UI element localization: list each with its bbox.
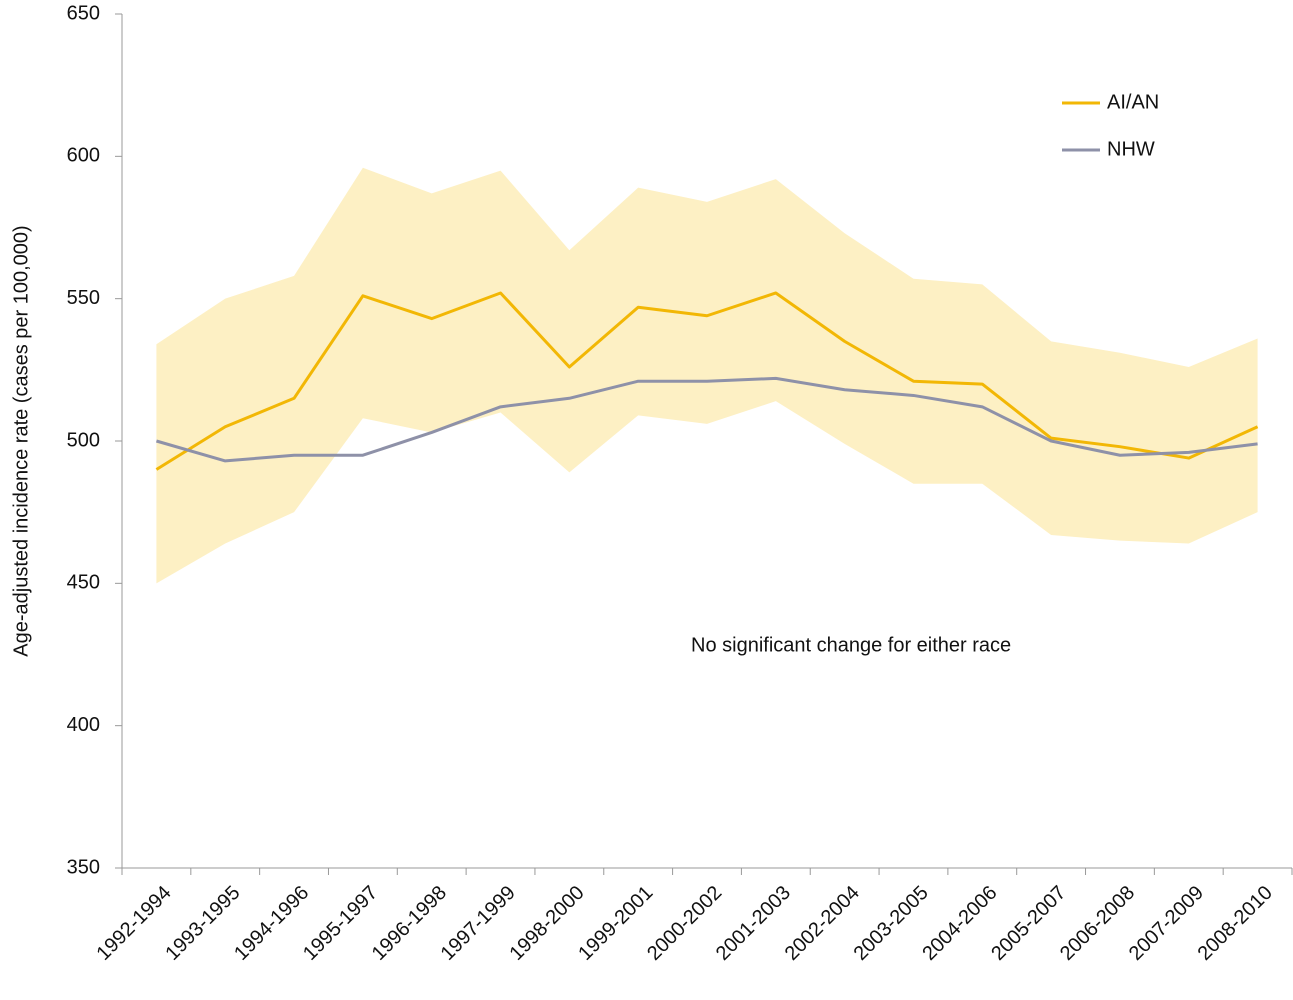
y-tick-label: 650	[67, 2, 100, 24]
annotation: No significant change for either race	[691, 634, 1011, 656]
y-tick-label: 500	[67, 429, 100, 451]
y-tick-label: 600	[67, 145, 100, 167]
series-line	[155, 291, 1259, 471]
x-tick-label: 2008-2010	[1194, 882, 1277, 965]
y-axis-label: Age-adjusted incidence rate (cases per 1…	[10, 225, 32, 656]
y-tick-label: 350	[67, 856, 100, 878]
y-tick-label: 550	[67, 287, 100, 309]
y-tick-label: 450	[67, 572, 100, 594]
series-line	[155, 376, 1258, 463]
legend-label: NHW	[1107, 138, 1155, 160]
confidence-band	[156, 167, 1258, 584]
legend-label: AI/AN	[1107, 91, 1159, 113]
y-tick-label: 400	[67, 714, 100, 736]
